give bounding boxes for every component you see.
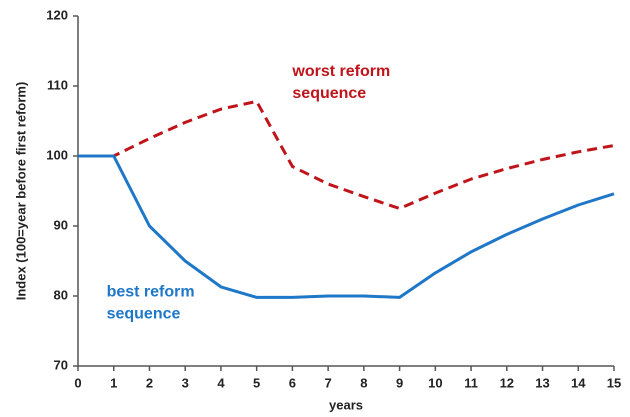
- x-tick-label: 14: [571, 375, 586, 390]
- x-tick-label: 9: [396, 375, 403, 390]
- x-tick-label: 11: [464, 375, 478, 390]
- x-tick-label: 0: [74, 375, 81, 390]
- x-tick-label: 4: [217, 375, 225, 390]
- series-line: [78, 99, 615, 210]
- x-tick-label: 15: [607, 375, 621, 390]
- x-tick-label: 7: [325, 375, 332, 390]
- x-tick-label: 13: [535, 375, 549, 390]
- y-tick-label: 120: [46, 7, 68, 22]
- y-tick-label: 110: [47, 77, 68, 92]
- series-line: [78, 154, 615, 299]
- y-tick-label: 90: [54, 217, 68, 232]
- x-tick-label: 12: [500, 375, 514, 390]
- x-axis-label: years: [329, 397, 363, 412]
- x-tick-label: 1: [110, 375, 117, 390]
- annotation: best reform: [107, 284, 195, 301]
- x-tick-label: 3: [182, 375, 189, 390]
- annotation: sequence: [292, 85, 366, 102]
- x-tick-label: 8: [360, 375, 367, 390]
- y-tick-label: 100: [46, 147, 68, 162]
- x-tick-label: 10: [428, 375, 442, 390]
- y-axis-label: Index (100=year before first reform): [13, 82, 28, 301]
- y-tick-label: 70: [54, 357, 68, 372]
- x-tick-label: 2: [146, 375, 153, 390]
- annotation: sequence: [107, 306, 181, 323]
- x-tick-label: 6: [289, 375, 296, 390]
- annotation: worst reform: [291, 63, 390, 80]
- y-tick-label: 80: [54, 287, 68, 302]
- x-tick-label: 5: [253, 375, 260, 390]
